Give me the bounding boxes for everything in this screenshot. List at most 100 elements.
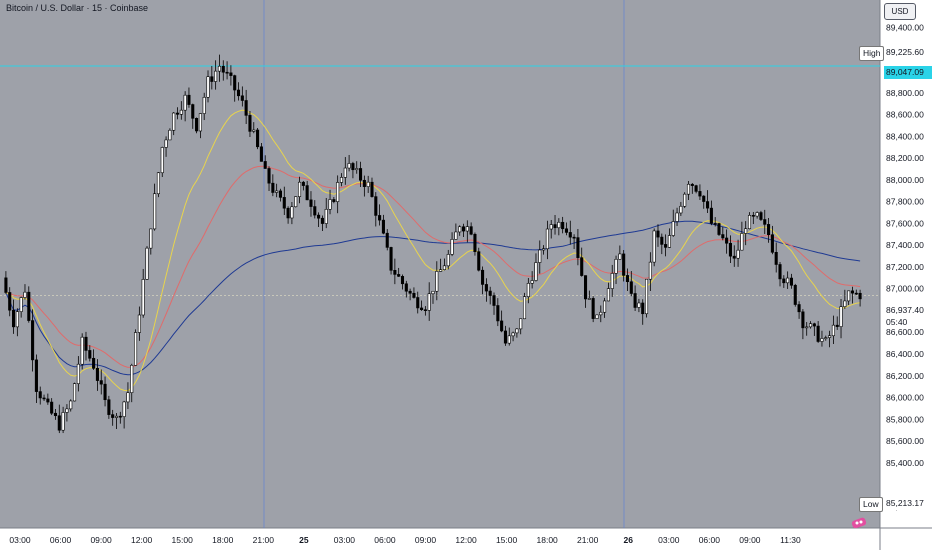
candle-body bbox=[755, 212, 759, 217]
candle-body bbox=[450, 239, 454, 255]
candle-body bbox=[11, 309, 16, 328]
candle-body bbox=[446, 254, 450, 267]
candle-body bbox=[107, 399, 111, 415]
price-tick-label: 88,000.00 bbox=[886, 175, 924, 185]
candle-body bbox=[61, 412, 65, 431]
candle-body bbox=[286, 207, 290, 219]
time-tick-label: 06:00 bbox=[699, 535, 721, 545]
candle-body bbox=[80, 336, 84, 365]
candle-body bbox=[332, 199, 336, 202]
candle-body bbox=[747, 215, 752, 230]
candle-body bbox=[297, 181, 302, 197]
candle-body bbox=[759, 212, 763, 220]
currency-button[interactable]: USD bbox=[884, 3, 916, 20]
candle-body bbox=[538, 249, 542, 263]
candle-body bbox=[561, 221, 565, 230]
candle-body bbox=[84, 336, 88, 351]
candle-body bbox=[137, 314, 141, 333]
candle-body bbox=[671, 221, 675, 236]
time-tick-label: 18:00 bbox=[537, 535, 559, 545]
candle-body bbox=[343, 167, 347, 178]
candle-body bbox=[728, 242, 732, 257]
candle-body bbox=[50, 401, 54, 414]
candle-body bbox=[23, 291, 27, 298]
candle-body bbox=[435, 271, 439, 292]
candle-body bbox=[458, 226, 462, 233]
candle-body bbox=[427, 293, 431, 311]
candle-body bbox=[34, 359, 38, 392]
candle-body bbox=[309, 199, 313, 207]
candle-body bbox=[374, 196, 378, 216]
price-tick-label: 85,800.00 bbox=[886, 414, 924, 424]
candle-body bbox=[172, 112, 176, 131]
candle-body bbox=[645, 278, 649, 315]
candle-body bbox=[854, 292, 858, 295]
candle-body bbox=[271, 182, 275, 193]
candle-body bbox=[839, 306, 843, 327]
candle-body bbox=[198, 113, 202, 132]
candle-body bbox=[412, 292, 416, 298]
time-tick-label: 25 bbox=[299, 535, 309, 545]
candle-body bbox=[587, 298, 591, 300]
time-tick-label: 21:00 bbox=[253, 535, 275, 545]
candle-body bbox=[808, 323, 813, 328]
candle-body bbox=[259, 146, 263, 162]
candle-body bbox=[664, 244, 668, 248]
candle-body bbox=[679, 205, 683, 214]
ema-red-line bbox=[5, 165, 861, 368]
candle-body bbox=[229, 72, 233, 76]
candle-body bbox=[320, 217, 324, 224]
candle-body bbox=[187, 94, 191, 105]
candle-body bbox=[65, 408, 69, 413]
candle-body bbox=[576, 237, 580, 258]
candle-body bbox=[568, 232, 572, 238]
candle-body bbox=[195, 117, 199, 132]
price-tick-label: 87,600.00 bbox=[886, 218, 924, 228]
candle-body bbox=[751, 215, 755, 217]
candle-body bbox=[740, 233, 744, 251]
candle-body bbox=[385, 232, 389, 248]
candle-body bbox=[820, 338, 824, 342]
price-tick-label: 87,000.00 bbox=[886, 284, 924, 294]
candle-body bbox=[633, 293, 637, 308]
candle-body bbox=[57, 415, 61, 431]
candle-body bbox=[183, 94, 187, 111]
candle-body bbox=[622, 253, 626, 276]
candle-body bbox=[339, 177, 344, 183]
candle-body bbox=[660, 236, 664, 245]
candle-body bbox=[164, 139, 168, 148]
candle-body bbox=[542, 248, 546, 251]
candle-body bbox=[442, 265, 446, 270]
candle-body bbox=[38, 391, 42, 399]
candle-body bbox=[572, 236, 576, 239]
candle-body bbox=[301, 181, 305, 186]
candle-body bbox=[850, 290, 855, 294]
candle-body bbox=[824, 337, 828, 339]
price-tick-label: 87,200.00 bbox=[886, 262, 924, 272]
candle-body bbox=[191, 104, 195, 119]
candle-body bbox=[95, 368, 99, 381]
candle-body bbox=[378, 215, 382, 221]
candle-body bbox=[347, 163, 351, 169]
candle-body bbox=[19, 297, 23, 312]
time-tick-label: 03:00 bbox=[334, 535, 356, 545]
candle-body bbox=[591, 298, 595, 319]
price-tick-label: 85,600.00 bbox=[886, 436, 924, 446]
candle-body bbox=[328, 199, 332, 210]
candle-body bbox=[134, 332, 138, 366]
candle-body bbox=[202, 96, 206, 114]
candle-body bbox=[53, 412, 58, 417]
candle-body bbox=[126, 392, 130, 403]
candle-body bbox=[465, 226, 469, 232]
candle-body bbox=[488, 290, 492, 296]
candle-body bbox=[461, 226, 466, 232]
time-tick-label: 11:30 bbox=[780, 535, 801, 545]
candle-body bbox=[595, 314, 599, 319]
candle-body bbox=[637, 302, 641, 308]
candle-body bbox=[469, 226, 473, 235]
candle-body bbox=[831, 324, 835, 337]
candle-body bbox=[217, 65, 221, 72]
candle-body bbox=[336, 182, 340, 202]
candle-body bbox=[522, 296, 527, 320]
